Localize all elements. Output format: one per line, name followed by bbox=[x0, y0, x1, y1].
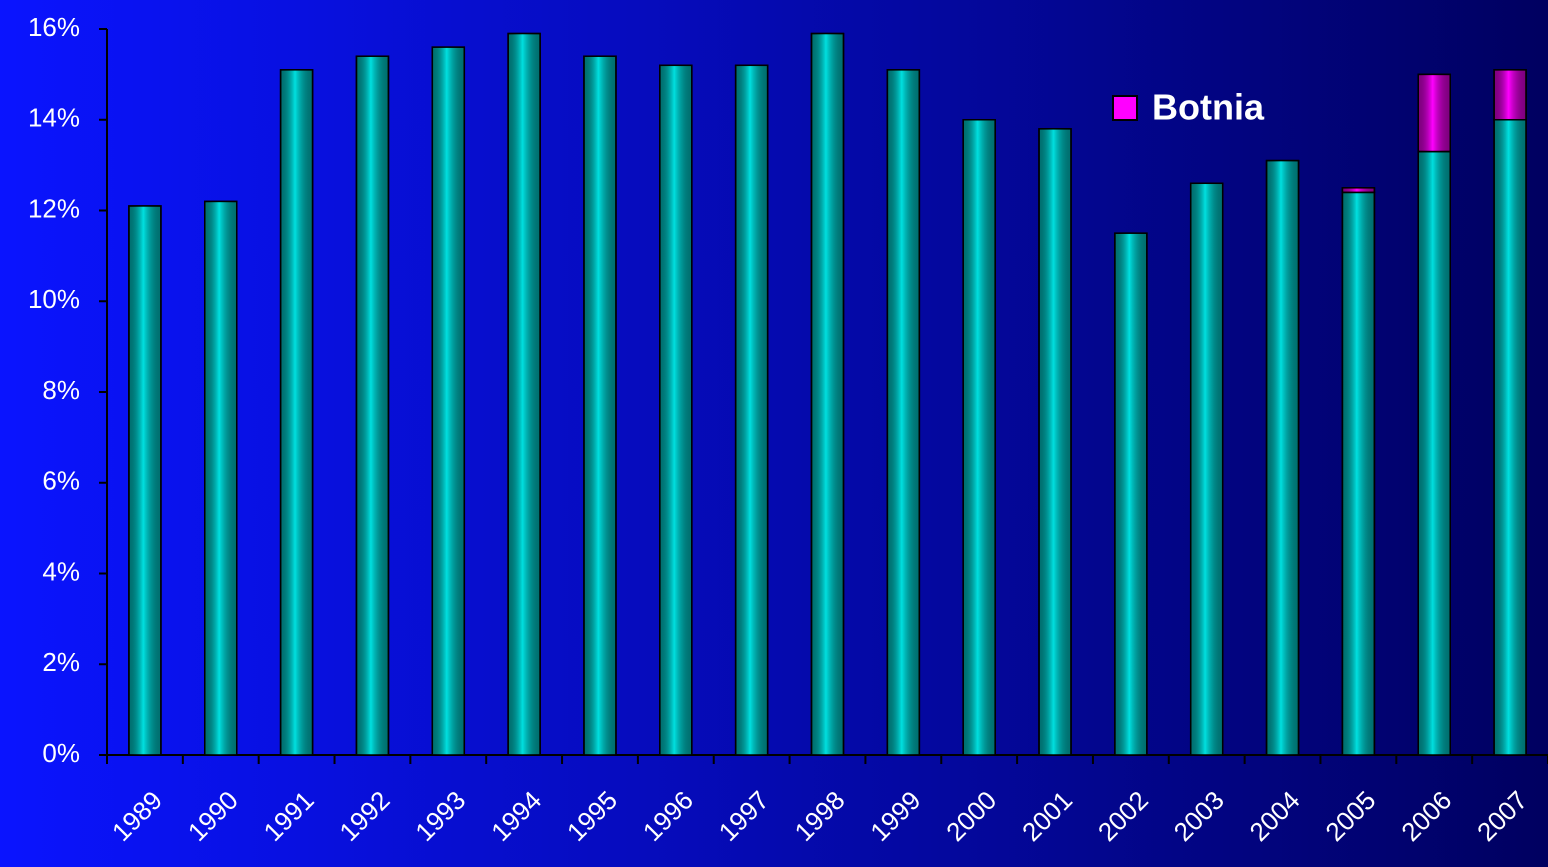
bar-shade bbox=[1189, 182, 1224, 756]
bar-shade bbox=[1038, 128, 1072, 756]
bar-shade bbox=[1493, 69, 1527, 121]
bar-shade bbox=[128, 205, 162, 756]
bar-shade bbox=[1417, 73, 1451, 153]
bar-shade bbox=[1341, 191, 1376, 756]
y-tick-label: 8% bbox=[42, 375, 80, 405]
bar-shade bbox=[1265, 159, 1300, 756]
legend-label: Botnia bbox=[1152, 87, 1265, 128]
y-tick-label: 6% bbox=[42, 466, 80, 496]
y-tick-label: 12% bbox=[28, 193, 80, 223]
bar-shade bbox=[734, 64, 769, 756]
bar-shade bbox=[279, 69, 314, 756]
bar-shade bbox=[583, 55, 617, 756]
bar-shade bbox=[810, 32, 845, 756]
bar-shade bbox=[886, 69, 921, 756]
y-tick-label: 2% bbox=[42, 647, 80, 677]
bar-shade bbox=[1341, 187, 1376, 194]
bar-shade bbox=[355, 55, 390, 756]
bar-shade bbox=[507, 32, 541, 756]
y-tick-label: 10% bbox=[28, 284, 80, 314]
bar-shade bbox=[1417, 150, 1451, 756]
legend-swatch bbox=[1112, 95, 1138, 121]
bar-shade bbox=[962, 119, 996, 756]
bar-shade bbox=[659, 64, 693, 756]
bar-shade bbox=[1114, 232, 1148, 756]
bar-shade bbox=[431, 46, 466, 756]
y-tick-label: 4% bbox=[42, 556, 80, 586]
bar-shade bbox=[1493, 119, 1527, 756]
y-tick-label: 0% bbox=[42, 738, 80, 768]
y-tick-label: 14% bbox=[28, 103, 80, 133]
y-tick-label: 16% bbox=[28, 12, 80, 42]
bar-shade bbox=[204, 200, 238, 756]
